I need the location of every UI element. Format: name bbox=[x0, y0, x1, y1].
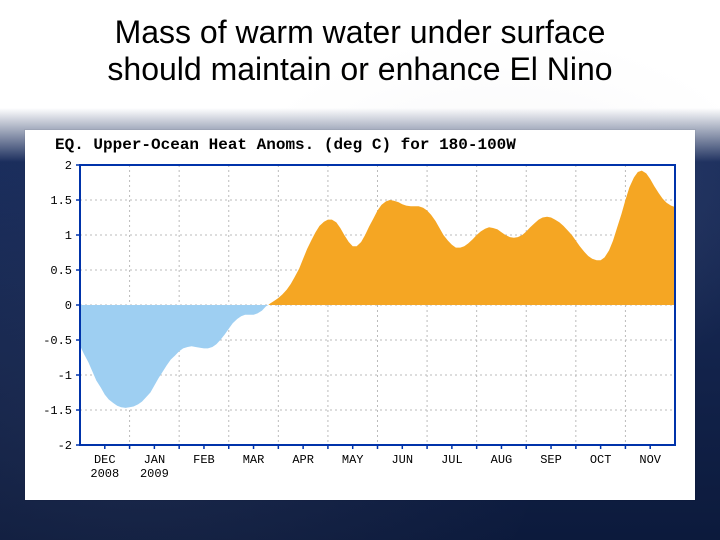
svg-text:-1.5: -1.5 bbox=[43, 404, 72, 418]
svg-text:FEB: FEB bbox=[193, 453, 215, 467]
svg-text:OCT: OCT bbox=[590, 453, 612, 467]
svg-text:JUL: JUL bbox=[441, 453, 463, 467]
svg-text:-2: -2 bbox=[58, 439, 72, 453]
svg-text:1.5: 1.5 bbox=[50, 194, 72, 208]
svg-text:DEC: DEC bbox=[94, 453, 116, 467]
svg-text:-1: -1 bbox=[58, 369, 72, 383]
svg-text:2009: 2009 bbox=[140, 467, 169, 481]
svg-text:JUN: JUN bbox=[391, 453, 413, 467]
title-line-2: should maintain or enhance El Nino bbox=[0, 51, 720, 88]
svg-text:0: 0 bbox=[65, 299, 72, 313]
svg-text:NOV: NOV bbox=[639, 453, 661, 467]
svg-text:MAR: MAR bbox=[243, 453, 265, 467]
title-line-1: Mass of warm water under surface bbox=[0, 14, 720, 51]
svg-text:APR: APR bbox=[292, 453, 314, 467]
svg-text:-0.5: -0.5 bbox=[43, 334, 72, 348]
chart-panel: EQ. Upper-Ocean Heat Anoms. (deg C) for … bbox=[25, 130, 695, 500]
svg-text:AUG: AUG bbox=[491, 453, 513, 467]
svg-text:2008: 2008 bbox=[90, 467, 119, 481]
svg-text:2: 2 bbox=[65, 159, 72, 173]
svg-text:1: 1 bbox=[65, 229, 72, 243]
slide-root: Mass of warm water under surface should … bbox=[0, 0, 720, 540]
chart-svg: -2 -1.5 -1 -0.5 0 0.5 1 1.5 2 DEC2008 JAN2009 FEB MA… bbox=[25, 130, 695, 500]
svg-text:0.5: 0.5 bbox=[50, 264, 72, 278]
svg-text:SEP: SEP bbox=[540, 453, 562, 467]
svg-text:JAN: JAN bbox=[144, 453, 166, 467]
svg-text:MAY: MAY bbox=[342, 453, 364, 467]
slide-title: Mass of warm water under surface should … bbox=[0, 14, 720, 88]
